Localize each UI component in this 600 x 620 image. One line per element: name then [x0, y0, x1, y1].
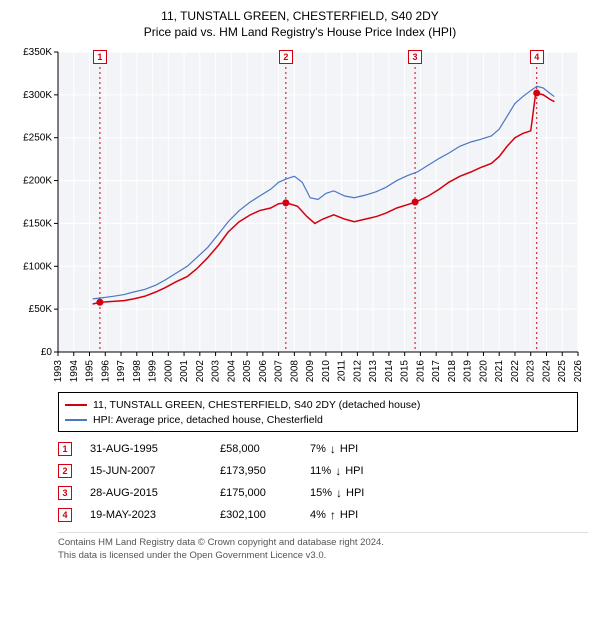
svg-text:2017: 2017: [431, 360, 442, 383]
event-badge: 1: [58, 442, 72, 456]
svg-text:2022: 2022: [510, 360, 521, 383]
svg-text:2012: 2012: [352, 360, 363, 383]
svg-text:2015: 2015: [400, 360, 411, 383]
svg-text:1993: 1993: [53, 360, 64, 383]
event-price: £58,000: [220, 443, 310, 455]
event-price: £302,100: [220, 509, 310, 521]
svg-text:2024: 2024: [541, 360, 552, 383]
svg-text:2019: 2019: [463, 360, 474, 383]
svg-text:2018: 2018: [447, 360, 458, 383]
diff-label: HPI: [345, 465, 363, 477]
svg-text:2023: 2023: [526, 360, 537, 383]
diff-label: HPI: [340, 443, 358, 455]
events-table: 131-AUG-1995£58,0007%↓HPI215-JUN-2007£17…: [58, 438, 588, 526]
svg-text:£250K: £250K: [23, 133, 52, 144]
event-badge: 4: [58, 508, 72, 522]
event-row: 3 28-AUG-2015£175,00015% ↓ HPI: [58, 482, 588, 504]
event-badge: 3: [58, 486, 72, 500]
diff-percent: 11%: [310, 465, 331, 477]
event-badge: 2: [58, 464, 72, 478]
svg-text:1994: 1994: [69, 360, 80, 383]
event-diff: 11% ↓ HPI: [310, 465, 400, 477]
diff-percent: 4%: [310, 509, 326, 521]
diff-percent: 15%: [310, 487, 332, 499]
svg-text:2004: 2004: [226, 360, 237, 383]
svg-text:£50K: £50K: [29, 305, 53, 316]
legend-row-red: 11, TUNSTALL GREEN, CHESTERFIELD, S40 2D…: [65, 397, 571, 412]
svg-text:1995: 1995: [85, 360, 96, 383]
svg-text:2026: 2026: [573, 360, 584, 383]
title-line-2: Price paid vs. HM Land Registry's House …: [12, 24, 588, 40]
event-diff: 4% ↑ HPI: [310, 509, 400, 521]
svg-text:2008: 2008: [289, 360, 300, 383]
svg-text:2001: 2001: [179, 360, 190, 383]
legend-swatch-red: [65, 404, 87, 406]
svg-text:2013: 2013: [368, 360, 379, 383]
svg-text:£100K: £100K: [23, 262, 52, 273]
svg-text:1998: 1998: [132, 360, 143, 383]
svg-text:£300K: £300K: [23, 90, 52, 101]
svg-text:2021: 2021: [494, 360, 505, 383]
svg-text:2025: 2025: [557, 360, 568, 383]
svg-text:2016: 2016: [415, 360, 426, 383]
arrow-down-icon: ↓: [330, 443, 336, 455]
svg-text:2006: 2006: [258, 360, 269, 383]
svg-text:1996: 1996: [100, 360, 111, 383]
svg-text:1999: 1999: [148, 360, 159, 383]
arrow-down-icon: ↓: [335, 465, 341, 477]
event-marker-4: 4: [530, 50, 544, 64]
event-price: £175,000: [220, 487, 310, 499]
svg-text:2009: 2009: [305, 360, 316, 383]
event-marker-1: 1: [93, 50, 107, 64]
svg-text:£150K: £150K: [23, 219, 52, 230]
legend-label-blue: HPI: Average price, detached house, Ches…: [93, 414, 323, 426]
event-row: 2 15-JUN-2007£173,95011% ↓ HPI: [58, 460, 588, 482]
svg-text:2007: 2007: [274, 360, 285, 383]
svg-text:£200K: £200K: [23, 176, 52, 187]
event-date: 19-MAY-2023: [90, 509, 220, 521]
chart-title: 11, TUNSTALL GREEN, CHESTERFIELD, S40 2D…: [12, 8, 588, 40]
event-price: £173,950: [220, 465, 310, 477]
diff-percent: 7%: [310, 443, 326, 455]
footer-line-2: This data is licensed under the Open Gov…: [58, 550, 588, 563]
legend: 11, TUNSTALL GREEN, CHESTERFIELD, S40 2D…: [58, 392, 578, 432]
chart-container: £0 £50K £100K £150K £200K £250K £300K £350K 1993…: [12, 46, 588, 386]
arrow-up-icon: ↑: [330, 509, 336, 521]
event-marker-2: 2: [279, 50, 293, 64]
svg-text:2000: 2000: [163, 360, 174, 383]
event-marker-3: 3: [408, 50, 422, 64]
svg-text:2005: 2005: [242, 360, 253, 383]
svg-text:1997: 1997: [116, 360, 127, 383]
event-diff: 15% ↓ HPI: [310, 487, 400, 499]
legend-row-blue: HPI: Average price, detached house, Ches…: [65, 412, 571, 427]
event-date: 31-AUG-1995: [90, 443, 220, 455]
diff-label: HPI: [340, 509, 358, 521]
event-date: 28-AUG-2015: [90, 487, 220, 499]
svg-text:2011: 2011: [337, 360, 348, 382]
legend-label-red: 11, TUNSTALL GREEN, CHESTERFIELD, S40 2D…: [93, 399, 420, 411]
footer-attribution: Contains HM Land Registry data © Crown c…: [58, 532, 588, 563]
svg-text:2002: 2002: [195, 360, 206, 383]
svg-text:2014: 2014: [384, 360, 395, 383]
event-row: 1 31-AUG-1995£58,0007% ↓ HPI: [58, 438, 588, 460]
svg-text:2010: 2010: [321, 360, 332, 383]
event-diff: 7% ↓ HPI: [310, 443, 400, 455]
event-row: 4 19-MAY-2023£302,1004% ↑ HPI: [58, 504, 588, 526]
svg-text:£0: £0: [41, 347, 53, 358]
line-chart: £0 £50K £100K £150K £200K £250K £300K £350K 1993…: [12, 46, 588, 386]
legend-swatch-blue: [65, 419, 87, 421]
diff-label: HPI: [346, 487, 364, 499]
svg-text:2020: 2020: [478, 360, 489, 383]
svg-text:£350K: £350K: [23, 47, 52, 58]
footer-line-1: Contains HM Land Registry data © Crown c…: [58, 537, 588, 550]
event-date: 15-JUN-2007: [90, 465, 220, 477]
svg-text:2003: 2003: [211, 360, 222, 383]
title-line-1: 11, TUNSTALL GREEN, CHESTERFIELD, S40 2D…: [12, 8, 588, 24]
arrow-down-icon: ↓: [336, 487, 342, 499]
